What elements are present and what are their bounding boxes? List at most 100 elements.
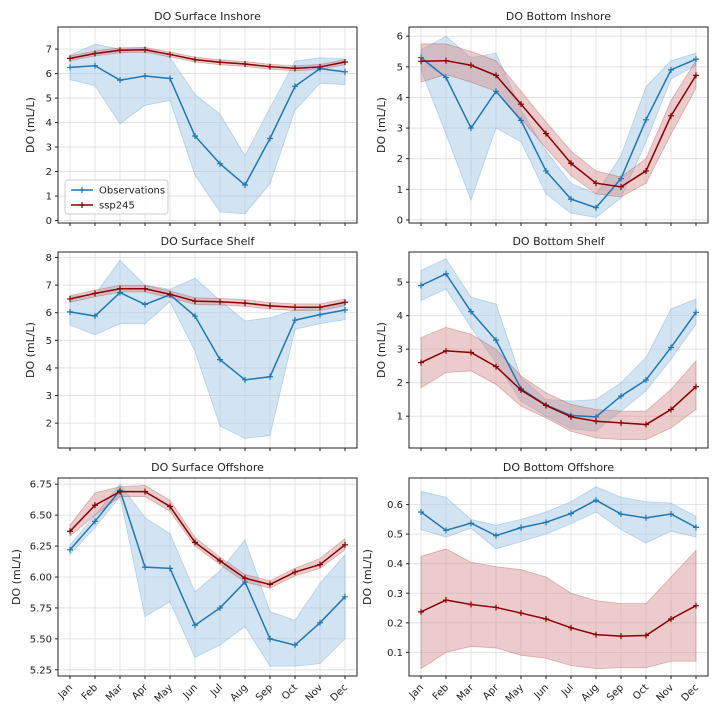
series-line-observations	[420, 57, 697, 209]
x-tick-label: Oct	[631, 682, 651, 702]
point-observations	[192, 622, 198, 629]
series-line-ssp245	[420, 59, 697, 188]
y-tick-label: 0	[46, 216, 52, 227]
point-ssp245	[643, 167, 649, 174]
y-axis-label: DO (mL/L)	[24, 322, 37, 378]
y-tick-label: 6	[46, 69, 52, 80]
point-ssp245	[693, 602, 699, 609]
y-tick-label: 2	[397, 378, 403, 389]
chart-panel-2: 0 1 2 3 4 5 6 DO Bottom Inshore DO (mL/L)	[375, 10, 709, 226]
legend: Observations ssp245	[64, 179, 169, 215]
series-line-observations	[69, 64, 346, 187]
series-line-observations	[420, 272, 697, 418]
band-observations	[69, 259, 346, 439]
series-line-ssp245	[420, 599, 697, 637]
x-tick-label: May	[153, 682, 175, 704]
y-tick-label: 1	[397, 412, 403, 423]
point-observations	[693, 309, 699, 316]
y-tick-label: 3	[397, 124, 403, 135]
y-tick-label: 6.50	[30, 511, 52, 522]
series-line-observations	[420, 499, 697, 537]
x-tick-label: Mar	[104, 682, 126, 704]
point-ssp245	[568, 413, 574, 420]
band-ssp245	[69, 285, 346, 311]
point-observations	[217, 356, 223, 363]
point-ssp245	[167, 291, 173, 298]
point-ssp245	[418, 608, 424, 615]
point-ssp245	[593, 631, 599, 638]
y-tick-label: 3	[397, 345, 403, 356]
y-tick-label: 0.6	[387, 500, 403, 511]
point-observations	[192, 133, 198, 140]
band-observations	[69, 483, 346, 667]
y-tick-label: 0.5	[387, 530, 403, 541]
point-observations	[418, 282, 424, 289]
y-tick-label: 6.25	[30, 542, 52, 553]
y-tick-label: 3	[46, 143, 52, 154]
point-observations	[443, 74, 449, 81]
y-axis-label: DO (mL/L)	[10, 549, 23, 605]
point-observations	[543, 167, 549, 174]
point-ssp245	[518, 101, 524, 108]
point-ssp245	[92, 290, 98, 297]
point-observations	[593, 497, 599, 504]
point-observations	[443, 270, 449, 277]
point-observations	[643, 116, 649, 123]
point-observations	[217, 604, 223, 611]
point-ssp245	[242, 60, 248, 67]
y-axis-label: DO (mL/L)	[375, 322, 388, 378]
point-observations	[693, 524, 699, 531]
point-ssp245	[543, 402, 549, 409]
point-ssp245	[568, 624, 574, 631]
plot-frame	[408, 26, 709, 224]
point-ssp245	[117, 285, 123, 292]
point-observations	[242, 376, 248, 383]
point-ssp245	[267, 63, 273, 70]
point-observations	[643, 514, 649, 521]
point-observations	[493, 532, 499, 539]
x-tick-label: Jan	[56, 682, 75, 701]
point-observations	[292, 83, 298, 90]
point-ssp245	[568, 160, 574, 167]
point-observations	[543, 519, 549, 526]
chart-title: DO Bottom Inshore	[506, 10, 611, 23]
point-observations	[443, 527, 449, 534]
point-observations	[142, 73, 148, 79]
y-tick-label: 0.4	[387, 559, 403, 570]
point-observations	[267, 135, 273, 142]
x-tick-label: Feb	[80, 682, 100, 702]
point-ssp245	[618, 183, 624, 190]
point-ssp245	[292, 65, 298, 72]
chart-panel-5: 5.25 5.50 5.75 6.00 6.25 6.50 6.75 Jan Feb Mar Apr…	[10, 461, 358, 705]
legend-label: Observations	[99, 186, 165, 197]
point-ssp245	[192, 539, 198, 546]
point-observations	[92, 518, 98, 525]
point-ssp245	[443, 57, 449, 64]
point-ssp245	[67, 295, 73, 302]
point-observations	[618, 511, 624, 518]
point-ssp245	[593, 418, 599, 425]
legend-marker	[79, 202, 85, 208]
x-tick-label: Sep	[254, 682, 275, 703]
point-ssp245	[342, 541, 348, 548]
y-tick-label: 7	[46, 45, 52, 56]
chart-title: DO Surface Offshore	[151, 461, 264, 474]
point-observations	[618, 393, 624, 400]
x-tick-label: Sep	[605, 682, 626, 703]
point-observations	[342, 593, 348, 600]
point-ssp245	[493, 604, 499, 611]
point-ssp245	[493, 72, 499, 79]
y-tick-label: 4	[46, 363, 52, 374]
y-tick-label: 0.3	[387, 589, 403, 600]
point-ssp245	[217, 298, 223, 305]
point-ssp245	[668, 615, 674, 622]
x-tick-label: Mar	[455, 682, 477, 704]
point-ssp245	[342, 299, 348, 306]
y-tick-label: 1	[397, 185, 403, 196]
point-ssp245	[518, 610, 524, 617]
point-ssp245	[543, 130, 549, 137]
series-line-ssp245	[69, 490, 346, 586]
point-ssp245	[593, 180, 599, 187]
point-ssp245	[292, 304, 298, 311]
